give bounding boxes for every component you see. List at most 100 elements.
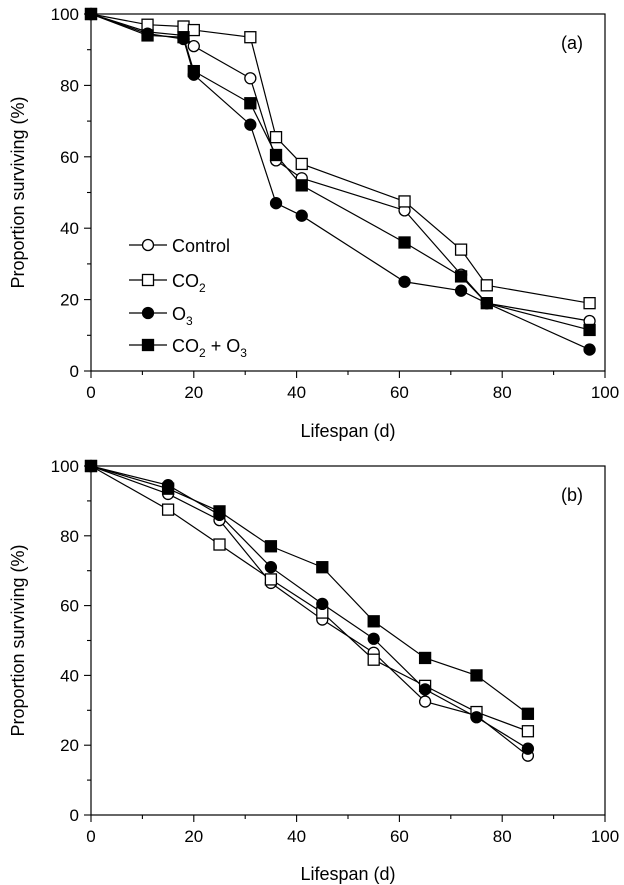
legend-label-text: + O <box>206 336 241 356</box>
data-point-co2o3 <box>295 179 308 192</box>
legend-item-control: Control <box>129 236 230 256</box>
data-point-control <box>187 39 200 53</box>
data-point-co2o3 <box>187 64 200 78</box>
series-line-co2 <box>90 13 590 304</box>
x-tick-label: 80 <box>493 827 512 846</box>
legend-label-subscript: 3 <box>240 346 247 360</box>
legend-label-text: CO <box>172 336 199 356</box>
x-tick-label: 60 <box>390 383 409 402</box>
legend-label-text: CO <box>172 271 199 291</box>
data-point-co2o3 <box>480 297 493 310</box>
data-point-co2 <box>177 20 190 33</box>
y-tick-label: 40 <box>60 666 79 685</box>
data-point-co2o3 <box>583 323 596 337</box>
legend-label-subscript: 3 <box>186 314 193 328</box>
x-axis-label: Lifespan (d) <box>300 421 395 441</box>
y-tick-label: 40 <box>60 219 79 238</box>
y-axis-label: Proportion surviving (%) <box>8 544 28 736</box>
data-point-co2 <box>583 297 596 310</box>
data-point-o3 <box>454 284 468 297</box>
y-tick-label: 20 <box>60 291 79 310</box>
panel-a-chart: 0 20 40 60 80 100 0 20 40 60 80 100 Lifespan (d) Prop… <box>8 5 619 441</box>
data-point-co2 <box>398 195 411 208</box>
y-tick-label: 60 <box>60 148 79 167</box>
data-point-o3 <box>521 742 535 755</box>
data-point-co2o3 <box>367 615 380 628</box>
data-point-co2 <box>244 31 257 44</box>
x-tick-label: 0 <box>86 383 95 402</box>
data-point-o3 <box>244 118 257 131</box>
data-point-co2o3 <box>177 31 190 44</box>
data-point-o3 <box>264 561 278 574</box>
legend-item-o3: O3 <box>129 304 193 328</box>
legend-item-co2o3: CO2 + O3 <box>129 336 247 360</box>
data-point-co2o3 <box>264 540 278 553</box>
data-point-co2 <box>454 243 468 256</box>
data-point-co2o3 <box>470 669 483 682</box>
y-axis-label: Proportion surviving (%) <box>8 96 28 288</box>
panel-label: (b) <box>561 485 583 505</box>
x-tick-label: 0 <box>86 827 95 846</box>
y-tick-label: 20 <box>60 736 79 755</box>
data-point-co2o3 <box>269 148 283 162</box>
data-point-co2o3 <box>521 707 535 720</box>
data-point-co2 <box>269 131 283 144</box>
legend-label-text: O <box>172 304 186 324</box>
x-tick-label: 80 <box>493 383 512 402</box>
data-point-co2o3 <box>418 651 432 665</box>
y-tick-label: 80 <box>60 527 79 546</box>
data-point-co2o3 <box>141 29 154 42</box>
series-line-control <box>90 465 529 757</box>
legend-marker-co2o3 <box>141 338 155 352</box>
data-point-co2o3 <box>161 482 175 495</box>
series-line-o3 <box>90 465 529 750</box>
data-point-co2o3 <box>244 97 257 110</box>
x-tick-label: 60 <box>390 827 409 846</box>
legend-label: Control <box>172 236 230 256</box>
x-tick-label: 40 <box>287 827 306 846</box>
data-point-o3 <box>418 683 432 696</box>
data-point-o3 <box>316 597 329 611</box>
data-point-o3 <box>583 343 596 356</box>
y-tick-label: 80 <box>60 76 79 95</box>
data-point-o3 <box>295 209 308 222</box>
data-point-co2o3 <box>213 505 226 518</box>
x-axis-label: Lifespan (d) <box>300 864 395 884</box>
data-point-o3 <box>367 632 380 645</box>
legend-marker-o3 <box>141 306 155 320</box>
legend-label-subscript: 2 <box>199 281 206 295</box>
y-tick-label: 100 <box>51 5 79 24</box>
legend-marker-co2 <box>141 273 155 287</box>
data-point-co2 <box>521 725 535 738</box>
y-tick-label: 0 <box>70 362 79 381</box>
data-point-co2 <box>264 573 278 586</box>
y-tick-label: 60 <box>60 597 79 616</box>
legend-marker-control <box>141 238 155 252</box>
data-point-co2 <box>295 157 308 171</box>
legend-label: O3 <box>172 304 193 328</box>
data-point-control <box>244 72 257 85</box>
legend-label: CO2 <box>172 271 206 295</box>
y-tick-label: 100 <box>51 457 79 476</box>
x-tick-label: 100 <box>591 827 619 846</box>
data-point-o3 <box>269 197 283 210</box>
data-point-co2 <box>161 503 175 516</box>
data-point-co2o3 <box>84 459 98 473</box>
legend-label-text: Control <box>172 236 230 256</box>
x-tick-label: 20 <box>184 383 203 402</box>
data-point-control <box>418 695 432 708</box>
series-line-o3 <box>90 13 590 351</box>
data-point-o3 <box>470 711 483 724</box>
x-tick-label: 100 <box>591 383 619 402</box>
series-line-co2 <box>90 465 529 732</box>
x-tick-label: 40 <box>287 383 306 402</box>
data-point-co2 <box>213 538 226 551</box>
data-point-co2o3 <box>454 270 468 283</box>
data-point-co2o3 <box>84 7 98 21</box>
legend-label-subscript: 2 <box>199 346 206 360</box>
y-tick-label: 0 <box>70 806 79 825</box>
series-line-control <box>90 13 590 322</box>
data-point-co2 <box>367 653 380 666</box>
